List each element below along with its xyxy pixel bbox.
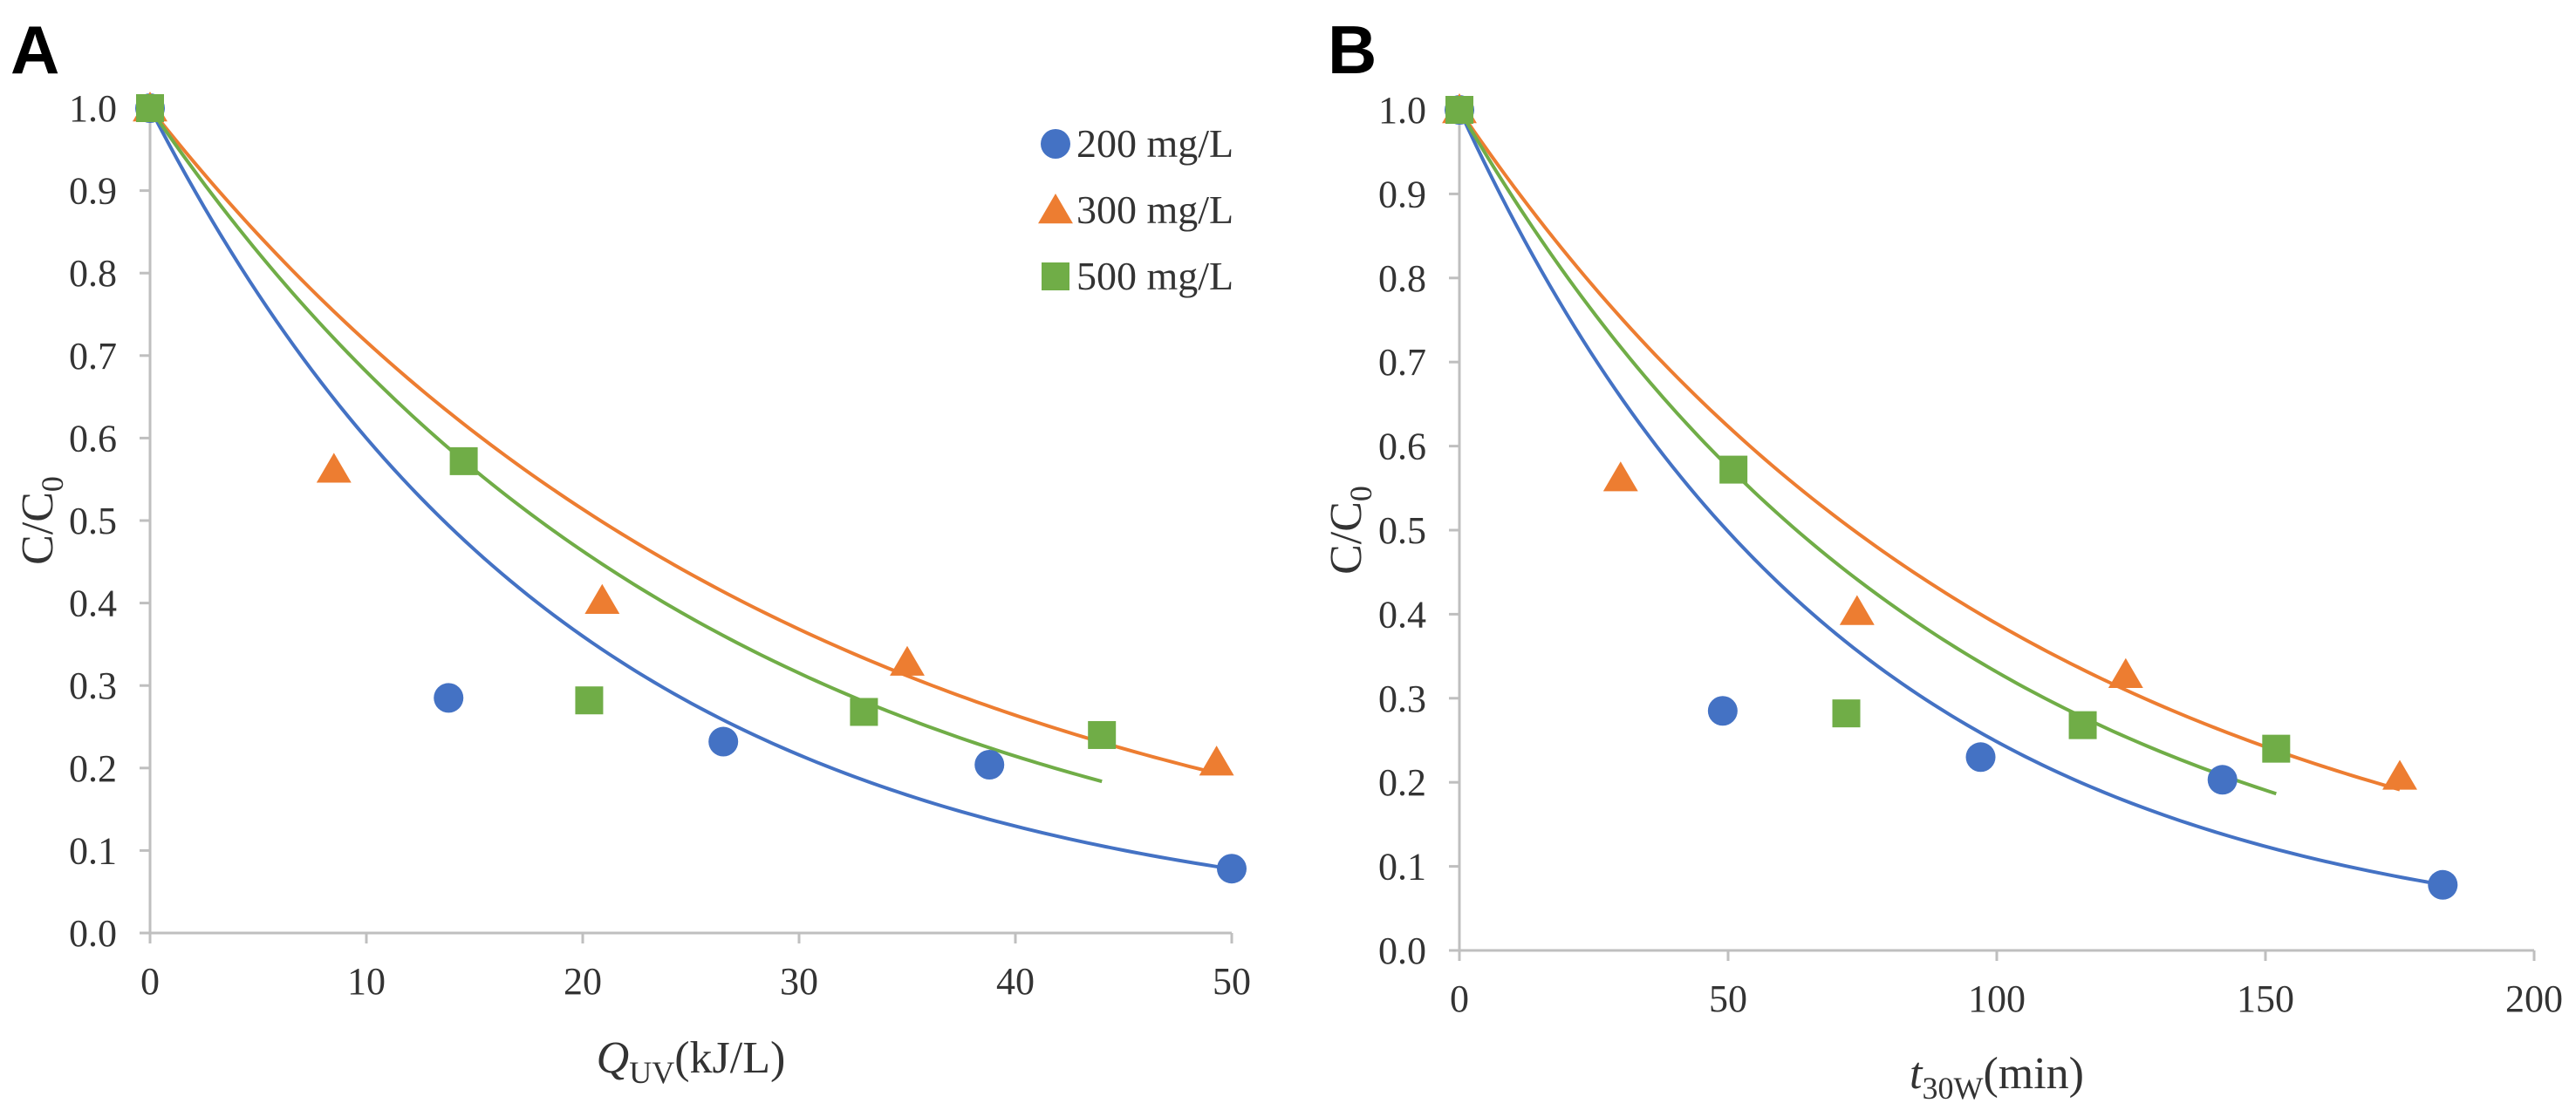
x-axis-label: t30W(min) <box>1910 1049 2084 1106</box>
x-axis-label-unit: (min) <box>1983 1049 2084 1099</box>
data-point-square <box>1719 455 1748 484</box>
y-tick-label: 0.2 <box>1378 761 1426 804</box>
legend-label: 500 mg/L <box>1076 254 1233 298</box>
x-tick-label: 50 <box>1213 960 1251 1003</box>
data-point-circle <box>2428 869 2458 900</box>
y-tick-label: 0.3 <box>1378 678 1426 720</box>
x-tick-label: 40 <box>996 960 1035 1003</box>
data-point-square <box>575 686 604 715</box>
data-point-square <box>2262 734 2291 763</box>
y-tick-label: 0.5 <box>1378 509 1426 552</box>
x-tick-label: 200 <box>2505 977 2563 1020</box>
y-axis-label-main: C/C <box>13 492 63 565</box>
fit-curve-circle <box>148 107 1233 871</box>
y-tick-label: 0.1 <box>69 829 117 872</box>
fit-curve-triangle <box>1458 108 2401 792</box>
data-point-circle <box>708 726 739 757</box>
y-tick-label: 0.8 <box>69 252 117 295</box>
data-point-square <box>1088 720 1117 749</box>
legend-label: 200 mg/L <box>1076 121 1233 166</box>
x-tick-label: 20 <box>564 960 602 1003</box>
data-point-square <box>1445 96 1473 124</box>
data-point-triangle <box>584 583 620 614</box>
data-point-circle <box>2207 765 2238 795</box>
y-tick-label: 0.7 <box>1378 341 1426 384</box>
y-tick-label: 1.0 <box>1378 89 1426 132</box>
data-point-square <box>1832 699 1861 728</box>
x-axis-label-unit: (kJ/L) <box>674 1033 785 1083</box>
y-tick-label: 0.1 <box>1378 846 1426 889</box>
x-axis-label: QUV(kJ/L) <box>597 1033 786 1090</box>
y-axis-label-sub: 0 <box>1343 486 1378 501</box>
y-axis-label: C/C0 <box>13 476 70 565</box>
y-axis-label-sub: 0 <box>35 476 70 492</box>
fit-curve-square <box>148 106 1103 784</box>
y-tick-label: 0.2 <box>69 747 117 790</box>
chart-panel-a: A 0.0 0.1 0.2 0.3 0.4 0.5 0.6 0.7 0.8 0.9 1.0 0 10 20… <box>0 0 1288 1106</box>
y-tick-label: 0.3 <box>69 664 117 707</box>
legend-marker-circle <box>1041 129 1070 159</box>
y-axis-label: C/C0 <box>1322 486 1378 575</box>
x-tick-label: 150 <box>2237 977 2294 1020</box>
x-tick-label: 0 <box>1450 977 1469 1020</box>
y-tick-label: 0.7 <box>69 335 117 378</box>
y-axis-label-main: C/C <box>1322 501 1371 575</box>
data-point-triangle <box>1602 461 1638 492</box>
x-tick-label: 100 <box>1968 977 2026 1020</box>
y-tick-label: 0.0 <box>1378 930 1426 972</box>
data-point-circle <box>1965 742 1996 773</box>
y-tick-label: 1.0 <box>69 87 117 130</box>
data-point-triangle <box>316 453 352 483</box>
panel-label-a: A <box>10 11 60 88</box>
data-point-square <box>2068 711 2097 739</box>
legend-label: 300 mg/L <box>1076 187 1233 232</box>
panel-label-b: B <box>1328 11 1377 88</box>
data-point-circle <box>974 750 1005 780</box>
data-point-triangle <box>1839 595 1875 625</box>
y-tick-label: 0.6 <box>69 417 117 460</box>
legend-marker-triangle <box>1038 194 1073 224</box>
data-point-circle <box>1217 854 1247 884</box>
data-point-triangle <box>2382 759 2417 790</box>
fit-curve-circle <box>1458 109 2443 887</box>
data-point-square <box>850 698 878 726</box>
data-point-circle <box>434 683 464 713</box>
data-point-triangle <box>1199 746 1234 776</box>
y-tick-label: 0.8 <box>1378 257 1426 300</box>
data-point-circle <box>1707 696 1738 726</box>
x-tick-label: 0 <box>140 960 160 1003</box>
y-tick-label: 0.6 <box>1378 426 1426 468</box>
chart-b-svg: 0.0 0.1 0.2 0.3 0.4 0.5 0.6 0.7 0.8 0.9 1.0 0 50 100 1… <box>1322 89 2563 1106</box>
legend-marker-square <box>1042 262 1069 290</box>
y-tick-label: 0.4 <box>1378 593 1426 636</box>
x-axis-label-main: t <box>1910 1049 1923 1099</box>
x-axis-label-sub: 30W <box>1922 1071 1983 1106</box>
fit-curve-square <box>1458 108 2277 796</box>
y-tick-label: 0.4 <box>69 582 117 625</box>
y-tick-label: 0.9 <box>1378 173 1426 215</box>
fit-curve-triangle <box>148 106 1218 775</box>
y-tick-label: 0.0 <box>69 912 117 955</box>
y-tick-label: 0.9 <box>69 170 117 213</box>
x-tick-label: 10 <box>347 960 386 1003</box>
chart-panel-b: B 0.0 0.1 0.2 0.3 0.4 0.5 0.6 0.7 0.8 0.9 1.0 0 50 10… <box>1308 0 2576 1106</box>
data-point-triangle <box>2108 657 2143 689</box>
x-tick-label: 30 <box>780 960 818 1003</box>
data-point-square <box>449 446 478 475</box>
x-tick-label: 50 <box>1709 977 1747 1020</box>
data-point-square <box>136 94 164 122</box>
y-tick-label: 0.5 <box>69 500 117 542</box>
chart-a-svg: 0.0 0.1 0.2 0.3 0.4 0.5 0.6 0.7 0.8 0.9 1.0 0 10 20 30… <box>13 87 1251 1090</box>
x-axis-label-sub: UV <box>629 1055 674 1090</box>
data-point-triangle <box>890 645 925 676</box>
x-axis-label-main: Q <box>597 1033 630 1083</box>
